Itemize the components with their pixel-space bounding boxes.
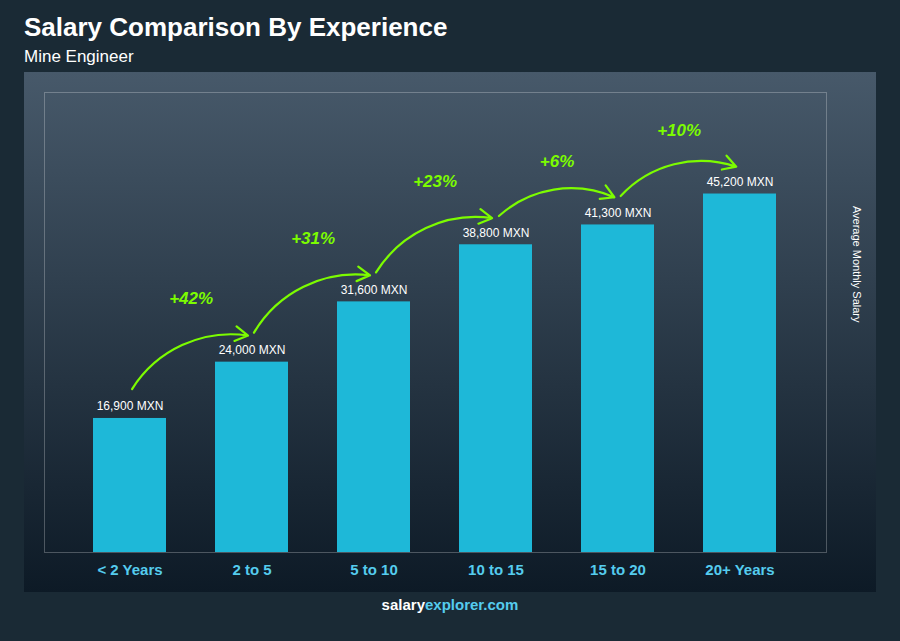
html-text:salary explorer.com: salary explorer.com [381, 596, 519, 613]
svg-text:15 to 20: 15 to 20 [590, 561, 646, 578]
svg-text:20+ Years: 20+ Years [705, 561, 774, 578]
svg-text:41,300 MXN: 41,300 MXN [585, 206, 652, 220]
html-text:Mine Engineer: Mine Engineer [24, 47, 134, 66]
svg-text:5 to 10: 5 to 10 [350, 561, 398, 578]
svg-text:+23%: +23% [413, 172, 457, 191]
svg-text:< 2 Years: < 2 Years [97, 561, 162, 578]
svg-text:31,600 MXN: 31,600 MXN [341, 283, 408, 297]
svg-text:2 to 5: 2 to 5 [232, 561, 271, 578]
html-text:Salary Comparison By Experienc: Salary Comparison By Experience [24, 12, 448, 42]
svg-text:+10%: +10% [657, 121, 701, 140]
svg-text:+42%: +42% [169, 289, 213, 308]
svg-text:45,200 MXN: 45,200 MXN [707, 175, 774, 189]
svg-text:16,900 MXN: 16,900 MXN [97, 399, 164, 413]
svg-text:24,000 MXN: 24,000 MXN [219, 343, 286, 357]
svg-text:Average Monthly Salary: Average Monthly Salary [851, 206, 863, 323]
svg-text:+6%: +6% [540, 152, 575, 171]
svg-text:38,800 MXN: 38,800 MXN [463, 226, 530, 240]
svg-text:10 to 15: 10 to 15 [468, 561, 524, 578]
svg-text:+31%: +31% [291, 229, 335, 248]
